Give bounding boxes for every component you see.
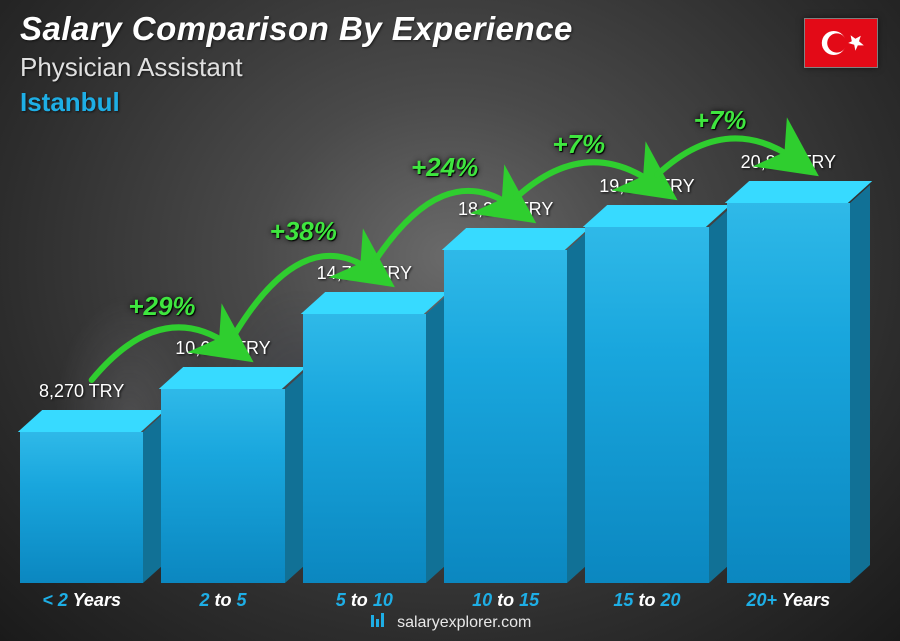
- chart-location: Istanbul: [20, 87, 880, 118]
- bar-value-label: 14,700 TRY: [317, 263, 412, 284]
- increment-pct-3: +7%: [552, 129, 605, 160]
- bar-3d: [444, 228, 567, 583]
- bar-3d: [161, 367, 284, 583]
- bar-5: 20,800 TRY: [727, 152, 850, 583]
- footer: salaryexplorer.com: [0, 612, 900, 635]
- bar-3: 18,200 TRY: [444, 199, 567, 583]
- bar-1: 10,600 TRY: [161, 338, 284, 583]
- country-flag-turkey: [804, 18, 878, 68]
- increment-pct-1: +38%: [270, 216, 337, 247]
- increment-pct-0: +29%: [128, 291, 195, 322]
- footer-site: salaryexplorer.com: [397, 614, 531, 631]
- x-axis: < 2 Years 2 to 5 5 to 10 10 to 15 15 to 20 20…: [20, 590, 850, 611]
- bar-value-label: 19,500 TRY: [599, 176, 694, 197]
- chart-title: Salary Comparison By Experience: [20, 10, 880, 48]
- bar-chart: 8,270 TRY 10,600 TRY 14,700 TRY 18,200 T…: [20, 130, 850, 583]
- logo-icon: [369, 612, 387, 635]
- bar-3d: [20, 410, 143, 583]
- x-label-1: 2 to 5: [161, 590, 284, 611]
- bar-2: 14,700 TRY: [303, 263, 426, 583]
- increment-pct-2: +24%: [411, 152, 478, 183]
- chart-subtitle: Physician Assistant: [20, 52, 880, 83]
- header: Salary Comparison By Experience Physicia…: [20, 10, 880, 118]
- bar-value-label: 18,200 TRY: [458, 199, 553, 220]
- bar-value-label: 10,600 TRY: [175, 338, 270, 359]
- bar-3d: [727, 181, 850, 583]
- bar-value-label: 20,800 TRY: [741, 152, 836, 173]
- bar-0: 8,270 TRY: [20, 381, 143, 583]
- x-label-3: 10 to 15: [444, 590, 567, 611]
- x-label-2: 5 to 10: [303, 590, 426, 611]
- increment-pct-4: +7%: [694, 105, 747, 136]
- x-label-4: 15 to 20: [585, 590, 708, 611]
- bar-value-label: 8,270 TRY: [39, 381, 124, 402]
- bar-3d: [585, 205, 708, 583]
- x-label-5: 20+ Years: [727, 590, 850, 611]
- bar-4: 19,500 TRY: [585, 176, 708, 583]
- x-label-0: < 2 Years: [20, 590, 143, 611]
- bar-3d: [303, 292, 426, 583]
